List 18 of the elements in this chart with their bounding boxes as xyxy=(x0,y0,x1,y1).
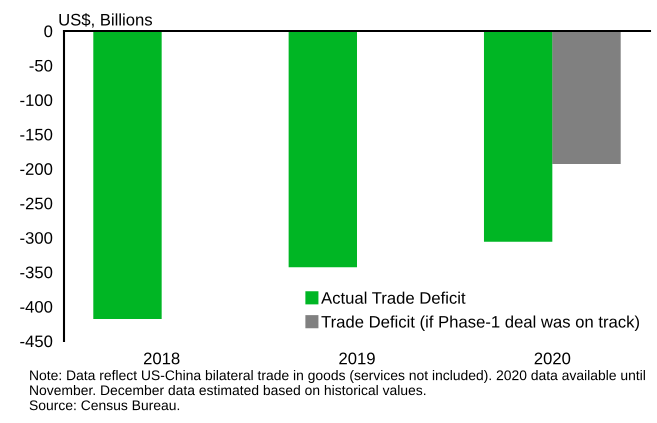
x-tick-label: 2019 xyxy=(339,352,375,364)
y-axis-title: US$, Billions xyxy=(59,13,152,28)
y-tick-label: -450 xyxy=(20,335,52,348)
x-tick-label: 2020 xyxy=(534,352,570,364)
y-tick-label: -300 xyxy=(20,232,52,244)
y-tick-label: -100 xyxy=(20,94,52,106)
y-tick-label: -350 xyxy=(20,266,52,278)
source-note: Source: Census Bureau. xyxy=(30,400,180,410)
legend-label: Actual Trade Deficit xyxy=(321,292,466,304)
y-tick-label: -200 xyxy=(20,163,52,175)
y-tick-label: -250 xyxy=(20,198,52,210)
text: Note: Data reflect US-China bilateral trade in goods (services not included). 2020 data available until November. December data estimated based on historical values. xyxy=(30,370,645,396)
y-tick-label: 0 xyxy=(44,25,52,38)
legend-label: Trade Deficit (if Phase-1 deal was on track) xyxy=(321,315,639,331)
y-tick-label: -50 xyxy=(30,60,52,72)
y-tick-label: -400 xyxy=(20,300,52,313)
y-tick-label: -150 xyxy=(20,128,52,141)
x-tick-label: 2018 xyxy=(144,352,180,364)
